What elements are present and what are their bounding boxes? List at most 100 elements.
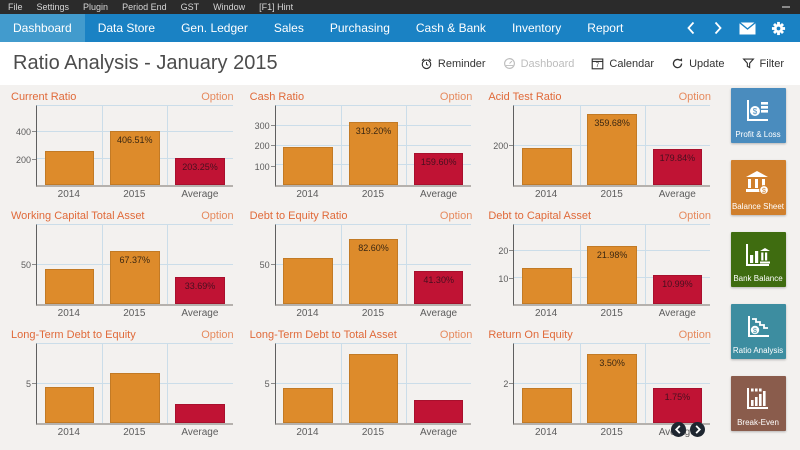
bar-slot: 41.30%: [406, 225, 471, 304]
reminder-button[interactable]: Reminder: [420, 57, 486, 70]
bar-value-label: 21.98%: [596, 250, 628, 261]
y-tick-label: 20: [498, 246, 509, 257]
tab-cash-bank[interactable]: Cash & Bank: [415, 21, 486, 35]
pager-prev-button[interactable]: [671, 422, 686, 437]
calendar-button[interactable]: 7 Calendar: [591, 57, 654, 70]
bar-slot: [167, 344, 232, 423]
action-label: Reminder: [437, 57, 486, 70]
nav-icon-group: [685, 14, 800, 42]
chart-option-link[interactable]: Option: [678, 210, 711, 222]
bar-average: 41.30%: [413, 271, 464, 304]
bar-slot: [37, 225, 102, 304]
chevron-right-icon: [695, 425, 702, 434]
menubar-item-file[interactable]: File: [8, 2, 23, 12]
chart-option-link[interactable]: Option: [201, 329, 234, 341]
chart-current-ratio: Current Ratio Option 200 400 406.51% 203.25% 2…: [8, 89, 237, 201]
menubar-item-window[interactable]: Window: [213, 2, 246, 12]
y-tick-mark: [509, 250, 514, 252]
tab-purchasing[interactable]: Purchasing: [329, 21, 390, 35]
chart-header: Debt to Capital Asset Option: [485, 208, 714, 224]
x-axis-label: 2015: [361, 189, 385, 200]
x-axis-label: Average: [658, 189, 696, 200]
side-button-label: Break-Even: [737, 418, 779, 427]
gridline: [644, 225, 646, 304]
ratio-analysis-button[interactable]: $ Ratio Analysis: [730, 304, 786, 359]
bar-2015: 82.60%: [348, 238, 399, 304]
chevron-right-icon[interactable]: [712, 20, 724, 36]
bar-2015: 359.68%: [587, 113, 637, 185]
menubar-item-plugin[interactable]: Plugin: [83, 2, 109, 12]
refresh-icon: [671, 57, 684, 70]
y-tick-mark: [270, 145, 275, 146]
chart-option-link[interactable]: Option: [439, 91, 473, 103]
tab-sales[interactable]: Sales: [273, 21, 304, 35]
pager-next-button[interactable]: [690, 422, 705, 437]
chart-header: Debt to Equity Ratio Option: [247, 208, 476, 224]
action-label: Update: [689, 57, 725, 70]
update-button[interactable]: Update: [671, 57, 725, 70]
chart-debt-to-capital-asset: Debt to Capital Asset Option 10 20 21.98% 10.…: [485, 208, 714, 320]
menubar-item-period-end[interactable]: Period End: [122, 2, 167, 12]
tab-data-store[interactable]: Data Store: [97, 21, 156, 35]
gridline: [644, 344, 646, 423]
x-axis-label: 2015: [600, 308, 623, 319]
balance-sheet-button[interactable]: $ Balance Sheet: [730, 160, 786, 215]
action-label: Calendar: [609, 57, 655, 70]
filter-button[interactable]: Filter: [741, 57, 784, 70]
chart-option-link[interactable]: Option: [678, 91, 711, 103]
chart-option-link[interactable]: Option: [678, 329, 711, 341]
mail-icon[interactable]: [739, 21, 756, 35]
plot: 319.20% 159.60%: [274, 105, 472, 187]
minimize-icon[interactable]: [782, 6, 790, 8]
x-axis-labels: 2014 2015 Average: [275, 187, 472, 201]
y-axis: 2: [485, 343, 514, 425]
tab-inventory[interactable]: Inventory: [511, 21, 562, 35]
chart-title: Current Ratio: [11, 91, 77, 103]
chart-option-link[interactable]: Option: [439, 329, 473, 341]
chevron-left-icon[interactable]: [685, 20, 697, 36]
chart-plot-area: 100 200 300 319.20% 159.60%: [247, 105, 476, 187]
gridline: [167, 106, 169, 185]
chart-title: Return On Equity: [488, 329, 573, 341]
chart-header: Working Capital Total Asset Option: [8, 208, 237, 224]
bank-balance-button[interactable]: Bank Balance: [730, 232, 786, 287]
bar-value-label: 406.51%: [117, 135, 153, 146]
chart-option-link[interactable]: Option: [439, 210, 473, 222]
tab-gen-ledger[interactable]: Gen. Ledger: [181, 21, 248, 35]
menubar-item-gst[interactable]: GST: [180, 2, 200, 12]
side-button-label: Profit & Loss: [735, 130, 781, 139]
bar-value-label: 203.25%: [182, 162, 218, 173]
y-tick-mark: [32, 264, 36, 265]
gauge-icon: [503, 57, 516, 70]
bar-slot: 21.98%: [580, 225, 645, 304]
y-axis: 100 200 300: [247, 105, 275, 187]
bar-average: 33.69%: [175, 277, 225, 304]
break-even-button[interactable]: Break-Even: [730, 376, 786, 431]
y-tick-mark: [270, 124, 275, 126]
menubar-item--f1-hint[interactable]: [F1] Hint: [259, 2, 294, 12]
filter-icon: [741, 57, 755, 70]
menubar-item-settings[interactable]: Settings: [36, 2, 70, 12]
tab-dashboard[interactable]: Dashboard: [0, 14, 85, 42]
plot: 406.51% 203.25%: [36, 105, 233, 187]
bar-value-label: 319.20%: [355, 125, 392, 136]
tab-report[interactable]: Report: [587, 21, 624, 35]
alarm-clock-icon: [420, 57, 433, 70]
bar-2014: [283, 388, 334, 423]
x-axis-label: Average: [658, 308, 696, 319]
plot: 3.50% 1.75%: [513, 343, 710, 425]
y-tick-label: 50: [259, 260, 270, 270]
bar-slot: [37, 344, 102, 423]
chart-option-link[interactable]: Option: [201, 91, 234, 103]
chart-working-capital-total-asset: Working Capital Total Asset Option 50 67.37…: [8, 208, 237, 320]
chart-header: Long-Term Debt to Equity Option: [8, 327, 237, 343]
profit-loss-button[interactable]: $ Profit & Loss: [730, 88, 786, 143]
gear-icon[interactable]: [771, 21, 786, 36]
chart-header: Current Ratio Option: [8, 89, 237, 105]
gridline: [579, 344, 581, 423]
bar-slot: 3.50%: [580, 344, 645, 423]
chart-option-link[interactable]: Option: [201, 210, 234, 222]
bank-balance-icon: [744, 242, 772, 275]
window-menubar: File Settings Plugin Period End GST Window [F1…: [0, 0, 800, 14]
